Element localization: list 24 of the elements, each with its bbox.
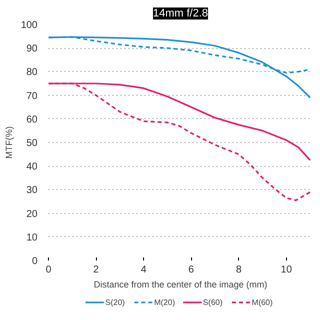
y-tick-label: 50 (26, 138, 38, 149)
legend-label: S(20) (105, 298, 126, 307)
legend-label: S(60) (202, 298, 223, 307)
x-tick-label: 2 (93, 264, 100, 276)
y-tick-label: 0 (32, 256, 38, 267)
y-axis-title: MTF(%) (4, 126, 14, 159)
y-tick-label: 90 (26, 44, 38, 55)
x-tick-label: 4 (140, 264, 147, 276)
y-tick-label: 100 (20, 20, 38, 31)
y-tick-label: 40 (26, 162, 38, 173)
x-axis-title: Distance from the center of the image (mm) (94, 280, 268, 290)
y-tick-label: 80 (26, 67, 38, 78)
y-tick-label: 70 (26, 90, 38, 102)
y-tick-label: 60 (26, 114, 38, 126)
x-tick-label: 6 (188, 264, 194, 276)
y-tick-label: 30 (26, 185, 38, 196)
x-tick-label: 10 (280, 264, 292, 276)
x-tick-label: 8 (236, 264, 242, 276)
legend-label: M(60) (252, 298, 274, 307)
x-tick-label: 0 (46, 264, 52, 276)
y-tick-label: 10 (26, 232, 38, 244)
chart-title: 14mm f/2.8 (152, 8, 208, 20)
y-tick-label: 20 (26, 208, 38, 220)
legend-label: M(20) (154, 298, 176, 307)
